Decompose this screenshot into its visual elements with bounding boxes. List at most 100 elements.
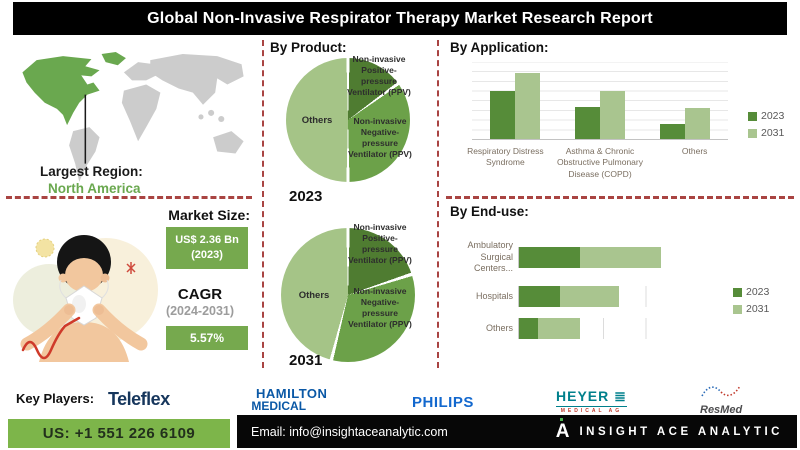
largest-region-value: North America bbox=[48, 181, 141, 196]
legend-item-2031: 2031 bbox=[748, 127, 784, 139]
market-size-amount: US$ 2.36 Bn bbox=[175, 234, 239, 246]
heyer-line2: MEDICAL AG bbox=[556, 406, 627, 414]
resmed-logo: ResMed bbox=[700, 383, 742, 416]
bar-group bbox=[574, 62, 625, 139]
legend-swatch-2031 bbox=[733, 304, 742, 314]
bar-segment-2031 bbox=[559, 286, 619, 308]
legend-swatch-2023 bbox=[733, 287, 742, 297]
bar-segment-2023 bbox=[519, 286, 560, 308]
end-use-row: Hospitals bbox=[440, 286, 692, 308]
category-label: Others bbox=[485, 322, 513, 333]
hamilton-line2: MEDICAL bbox=[251, 399, 307, 413]
bar-2023 bbox=[574, 106, 600, 139]
cagr-period: (2024-2031) bbox=[165, 304, 235, 318]
pie-2031-year: 2031 bbox=[289, 352, 323, 369]
legend-item-2023: 2023 bbox=[733, 286, 769, 298]
category-label: Respiratory Distress Syndrome bbox=[467, 146, 544, 168]
philips-logo: PHILIPS bbox=[412, 394, 474, 411]
legend-label-2023: 2023 bbox=[761, 110, 785, 122]
category-label: Ambulatory Surgical Centers... bbox=[467, 240, 513, 274]
category-label: Hospitals bbox=[475, 290, 513, 301]
pie-2031 bbox=[281, 228, 415, 362]
teleflex-logo: Teleflex bbox=[108, 389, 170, 409]
section-title-application: By Application: bbox=[450, 40, 549, 55]
hamilton-line1: HAMILTON bbox=[256, 386, 328, 401]
bar-track bbox=[518, 247, 688, 269]
cagr-value: 5.57% bbox=[166, 326, 248, 350]
sun-icon bbox=[35, 238, 55, 258]
legend-label-2023: 2023 bbox=[746, 286, 770, 298]
bar-track bbox=[518, 286, 688, 308]
brand-name: INSIGHT ACE ANALYTIC bbox=[579, 425, 783, 438]
pie-2023 bbox=[286, 58, 410, 182]
legend-item-2031: 2031 bbox=[733, 303, 769, 315]
end-use-legend: 2023 2031 bbox=[733, 286, 769, 315]
legend-label-2031: 2031 bbox=[761, 127, 785, 139]
bar-2023 bbox=[489, 91, 515, 139]
legend-swatch-2031 bbox=[748, 128, 757, 138]
pie-2031-label-positive: Non-invasive Positive-pressure Ventilato… bbox=[348, 222, 412, 266]
bar-segment-2023 bbox=[519, 318, 538, 340]
resmed-wave-icon bbox=[701, 385, 741, 397]
bar-track bbox=[518, 318, 688, 340]
bar-group bbox=[489, 62, 540, 139]
bar-2031 bbox=[685, 108, 711, 139]
pie-2023-label-positive: Non-invasive Positive-pressure Ventilato… bbox=[347, 54, 411, 98]
pie-chart-2023: Non-invasive Positive-pressure Ventilato… bbox=[286, 54, 412, 182]
largest-region: Largest Region: North America bbox=[40, 164, 143, 196]
resmed-text: ResMed bbox=[700, 404, 743, 416]
bar-2031 bbox=[514, 72, 540, 139]
largest-region-label: Largest Region: bbox=[40, 164, 143, 179]
bar-segment-2023 bbox=[519, 247, 580, 269]
pie-2023-label-negative: Non-invasive Negative-pressure Ventilato… bbox=[348, 116, 412, 160]
phone-contact: US: +1 551 226 6109 bbox=[8, 419, 230, 448]
bar-2031 bbox=[599, 91, 625, 139]
divider-vertical-left bbox=[262, 40, 264, 368]
face bbox=[65, 258, 103, 292]
section-title-product: By Product: bbox=[270, 40, 347, 55]
tube bbox=[21, 316, 81, 360]
pie-2031-label-negative: Non-invasive Negative-pressure Ventilato… bbox=[348, 286, 412, 330]
application-plot bbox=[472, 62, 728, 140]
category-label: Asthma & Chronic Obstructive Pulmonary D… bbox=[557, 146, 643, 179]
report-title: Global Non-Invasive Respirator Therapy M… bbox=[13, 2, 787, 35]
divider-horizontal-left bbox=[6, 196, 252, 199]
brand-block: A INSIGHT ACE ANALYTIC bbox=[555, 418, 783, 442]
insight-ace-logo-icon: A bbox=[555, 418, 570, 442]
hamilton-medical-logo: HAMILTON MEDICAL bbox=[251, 386, 328, 412]
section-title-end-use: By End-use: bbox=[450, 204, 529, 219]
bar-segment-2031 bbox=[537, 318, 580, 340]
heyer-logo: HEYER ≣ MEDICAL AG bbox=[556, 388, 627, 414]
end-use-row: Ambulatory Surgical Centers... bbox=[440, 240, 692, 275]
application-legend: 2023 2031 bbox=[748, 110, 784, 139]
legend-swatch-2023 bbox=[748, 111, 757, 121]
category-label: Others bbox=[681, 146, 708, 156]
divider-vertical-right bbox=[437, 40, 439, 368]
pie-chart-2031: Non-invasive Positive-pressure Ventilato… bbox=[281, 222, 415, 362]
sparkle-icon bbox=[126, 262, 136, 274]
market-size-value: US$ 2.36 Bn (2023) bbox=[166, 227, 248, 269]
market-size-year: (2023) bbox=[191, 248, 223, 261]
bar-2023 bbox=[660, 124, 686, 139]
footer-bar: Email: info@insightaceanalytic.com A INS… bbox=[237, 415, 797, 448]
end-use-chart: Ambulatory Surgical Centers... Hospitals O… bbox=[440, 240, 692, 350]
heyer-line1: HEYER ≣ bbox=[556, 388, 627, 404]
pie-2023-label-others: Others bbox=[301, 115, 333, 126]
market-size-label: Market Size: bbox=[168, 207, 250, 223]
legend-item-2023: 2023 bbox=[748, 110, 784, 122]
pie-2023-year: 2023 bbox=[289, 188, 323, 205]
email-contact: Email: info@insightaceanalytic.com bbox=[251, 424, 448, 439]
key-players-label: Key Players: bbox=[16, 391, 95, 406]
map-other-continents bbox=[69, 54, 244, 182]
end-use-row: Others bbox=[440, 318, 692, 340]
map-north-america-highlight bbox=[22, 52, 126, 126]
cagr-label: CAGR bbox=[177, 286, 223, 303]
bar-segment-2031 bbox=[579, 247, 661, 269]
bar-group bbox=[660, 62, 711, 139]
legend-label-2031: 2031 bbox=[746, 303, 770, 315]
pie-2031-label-others: Others bbox=[298, 290, 330, 301]
application-category-labels: Respiratory Distress Syndrome Asthma & Ch… bbox=[458, 146, 742, 180]
divider-horizontal-right bbox=[446, 196, 794, 199]
respirator-person-illustration bbox=[13, 235, 158, 362]
